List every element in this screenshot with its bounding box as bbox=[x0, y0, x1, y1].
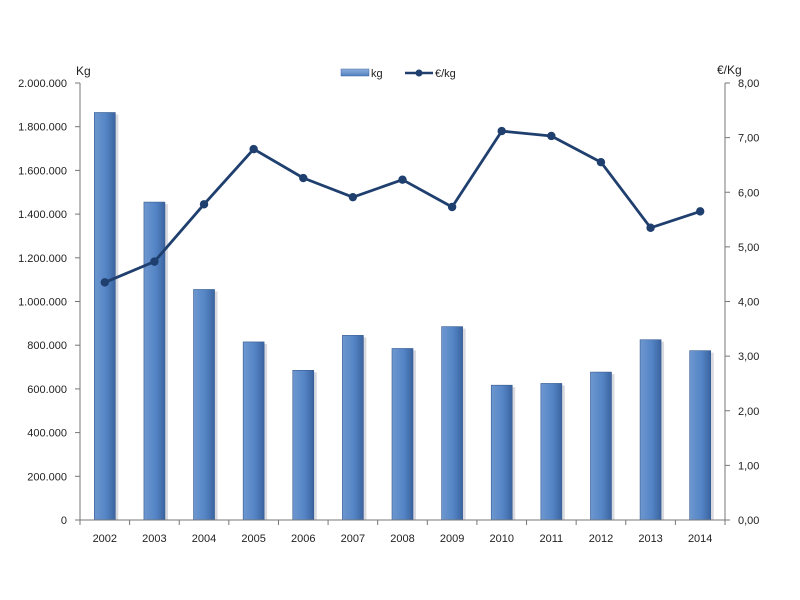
legend-price-label: €/kg bbox=[435, 68, 456, 80]
kg-bar bbox=[143, 201, 166, 521]
left-axis-tick-label: 1.400.000 bbox=[18, 209, 67, 221]
right-axis-tick-label: 5,00 bbox=[738, 242, 759, 254]
price-point bbox=[398, 175, 407, 184]
x-axis-tick-label: 2004 bbox=[192, 533, 216, 545]
x-axis-tick-label: 2002 bbox=[93, 533, 117, 545]
price-point bbox=[249, 144, 258, 154]
kg-bar bbox=[540, 383, 563, 521]
right-axis-tick-label: 1,00 bbox=[738, 460, 759, 472]
left-axis-tick-labels: 0 200.000 400.000 600.000 800.000 1.000.000 1.… bbox=[18, 78, 80, 527]
left-axis-tick-label: 200.000 bbox=[27, 471, 67, 483]
x-axis-tick-label: 2008 bbox=[390, 533, 414, 545]
price-point bbox=[199, 200, 209, 209]
x-axis-tick-label: 2005 bbox=[241, 533, 265, 545]
price-point bbox=[348, 192, 358, 202]
kg-bar bbox=[193, 289, 215, 521]
kg-bar bbox=[639, 339, 662, 521]
price-line-series bbox=[100, 126, 705, 287]
price-point bbox=[447, 202, 457, 212]
kg-bars bbox=[94, 112, 714, 521]
legend-kg-swatch bbox=[340, 68, 370, 77]
x-axis-tick-label: 2014 bbox=[688, 533, 712, 545]
price-point bbox=[596, 158, 606, 167]
kg-bar bbox=[441, 326, 463, 521]
price-point bbox=[695, 207, 705, 216]
price-line bbox=[104, 129, 701, 284]
right-axis-tick-label: 7,00 bbox=[738, 133, 759, 145]
x-axis-tick-label: 2011 bbox=[540, 533, 564, 545]
legend-kg-label: kg bbox=[371, 68, 383, 80]
right-axis-tick-labels: 0,00 1,00 2,00 3,00 4,00 5,00 6,00 7,00 8,00 bbox=[725, 78, 759, 527]
right-axis-unit-label: €/Kg bbox=[717, 63, 742, 77]
left-axis-unit-label: Kg bbox=[76, 64, 91, 78]
price-point bbox=[547, 131, 556, 141]
legend-price-marker bbox=[415, 69, 423, 77]
right-axis-tick-label: 6,00 bbox=[738, 187, 759, 199]
right-axis-tick-label: 8,00 bbox=[738, 78, 759, 90]
x-axis-tick-label: 2006 bbox=[291, 533, 315, 545]
kg-bar bbox=[590, 371, 612, 521]
kg-bar bbox=[292, 370, 315, 521]
axes bbox=[79, 83, 726, 525]
right-axis-tick-label: 2,00 bbox=[738, 406, 759, 418]
right-axis-tick-label: 0,00 bbox=[738, 515, 759, 527]
left-axis-tick-label: 400.000 bbox=[27, 428, 67, 440]
right-axis-tick-label: 4,00 bbox=[738, 297, 759, 309]
left-axis-tick-label: 1.200.000 bbox=[18, 253, 67, 265]
x-axis-tick-labels: 2002 2003 2004 2005 2006 2007 2008 2009 2010 2011… bbox=[93, 533, 713, 545]
price-point bbox=[497, 126, 506, 136]
x-axis-tick-label: 2007 bbox=[341, 533, 365, 545]
price-point bbox=[100, 278, 110, 287]
left-axis-tick-label: 1.800.000 bbox=[18, 122, 67, 134]
x-axis-tick-label: 2012 bbox=[589, 533, 613, 545]
price-point bbox=[299, 173, 308, 183]
kg-bar bbox=[342, 335, 364, 521]
price-point bbox=[646, 223, 655, 232]
right-axis-tick-label: 3,00 bbox=[738, 351, 759, 363]
kg-bar bbox=[689, 350, 711, 521]
left-axis-tick-label: 800.000 bbox=[27, 340, 67, 352]
left-axis-tick-label: 1.600.000 bbox=[18, 165, 67, 177]
kg-bar bbox=[94, 112, 116, 521]
kg-bar bbox=[242, 341, 265, 521]
x-axis-tick-label: 2013 bbox=[638, 533, 662, 545]
left-axis-tick-label: 600.000 bbox=[27, 384, 67, 396]
left-axis-tick-label: 0 bbox=[61, 515, 67, 527]
left-axis-tick-label: 1.000.000 bbox=[18, 297, 67, 309]
x-axis-tick-label: 2009 bbox=[440, 533, 464, 545]
x-axis-tick-label: 2010 bbox=[489, 533, 513, 545]
kg-bar bbox=[391, 348, 414, 521]
x-axis-tick-label: 2003 bbox=[142, 533, 166, 545]
left-axis-tick-label: 2.000.000 bbox=[18, 78, 67, 90]
price-point bbox=[150, 257, 159, 266]
kg-bar bbox=[490, 384, 513, 521]
legend: kg €/kg bbox=[340, 68, 456, 80]
